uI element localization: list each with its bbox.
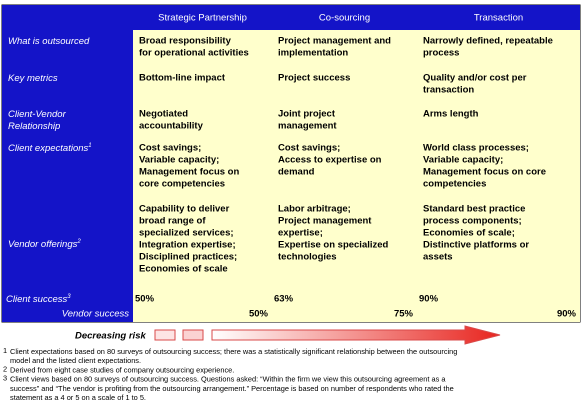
row-label: Key metrics — [8, 73, 58, 84]
cell-text: World class processes; — [423, 143, 529, 154]
row-label: Client-Vendor — [8, 109, 67, 120]
footnote-text: Derived from eight case studies of compa… — [10, 365, 234, 374]
risk-arrow — [211, 325, 501, 345]
vendor-success-value: 50% — [249, 309, 269, 320]
footnote-mark: 2 — [3, 364, 7, 373]
row-label: What is outsourced — [8, 36, 90, 47]
cell-text: demand — [278, 167, 315, 178]
row-label: Relationship — [8, 121, 60, 132]
client-success-value: 63% — [274, 294, 294, 305]
footnote-mark: 1 — [3, 346, 7, 355]
label-column — [2, 5, 133, 322]
cell-text: competencies — [423, 179, 486, 190]
cell-text: Quality and/or cost per — [423, 73, 527, 84]
cell-text: Standard best practice — [423, 204, 525, 215]
row-label: Vendor offerings2 — [8, 239, 81, 250]
cell-text: specialized services; — [139, 228, 234, 239]
footnote-mark: 3 — [3, 374, 7, 383]
row-label-text: Relationship — [8, 121, 60, 132]
column-header: Transaction — [474, 13, 523, 24]
cell-text: Project management — [278, 216, 372, 227]
footnote-text: Client views based on 80 surveys of outs… — [10, 375, 446, 384]
footnote-text: success” and “The vendor is profiting fr… — [10, 384, 454, 393]
client-success-value: 50% — [135, 294, 155, 305]
success-label: Client success3 — [6, 294, 71, 305]
risk-block — [182, 329, 204, 341]
header-row — [133, 5, 580, 30]
cell-text: Management focus on core — [423, 167, 546, 178]
cell-text: Labor arbitrage; — [278, 204, 351, 215]
cell-text: Arms length — [423, 109, 479, 120]
footnote-mark: 3 — [67, 294, 71, 300]
cell-text: broad range of — [139, 216, 206, 227]
cell-text: Variable capacity; — [423, 155, 503, 166]
cell-text: Integration expertise; — [139, 240, 236, 251]
row-label: Client expectations1 — [8, 143, 92, 154]
footnote-text: model and the listed client expectations… — [10, 356, 141, 365]
row-label-text: Vendor offerings — [8, 239, 78, 250]
row-label-text: What is outsourced — [8, 36, 90, 47]
cell-text: Disciplined practices; — [139, 252, 237, 263]
cell-text: Negotiated — [139, 109, 188, 120]
footnote-mark: 2 — [76, 239, 81, 245]
cell-text: assets — [423, 252, 453, 263]
cell-text: accountability — [139, 121, 204, 132]
footnote-mark: 1 — [88, 143, 91, 149]
cell-text: management — [278, 121, 337, 132]
cell-text: expertise; — [278, 228, 323, 239]
cell-text: Cost savings; — [139, 143, 201, 154]
cell-text: Economies of scale — [139, 264, 228, 275]
cell-text: technologies — [278, 252, 337, 263]
vendor-success-value: 90% — [557, 309, 577, 320]
cell-text: core competencies — [139, 179, 225, 190]
cell-text: Broad responsibility — [139, 36, 232, 47]
body-cells — [133, 30, 580, 322]
cell-text: Project management and — [278, 36, 391, 47]
cell-text: Joint project — [278, 109, 336, 120]
row-label-text: Client expectations — [8, 143, 89, 154]
success-label: Vendor success — [62, 309, 129, 320]
client-success-value: 90% — [419, 294, 439, 305]
risk-block — [154, 329, 176, 341]
cell-text: Variable capacity; — [139, 155, 219, 166]
risk-label: Decreasing risk — [75, 331, 146, 342]
cell-text: Bottom-line impact — [139, 73, 226, 84]
cell-text: Expertise on specialized — [278, 240, 389, 251]
cell-text: Economies of scale; — [423, 228, 515, 239]
cell-text: implementation — [278, 48, 348, 59]
cell-text: Capability to deliver — [139, 204, 230, 215]
row-label-text: Client-Vendor — [8, 109, 67, 120]
footnote-text: Client expectations based on 80 surveys … — [10, 347, 457, 356]
vendor-success-value: 75% — [394, 309, 414, 320]
cell-text: Management focus on — [139, 167, 239, 178]
row-label-text: Key metrics — [8, 73, 58, 84]
cell-text: Access to expertise on — [278, 155, 382, 166]
cell-text: Project success — [278, 73, 350, 84]
cell-text: process components; — [423, 216, 522, 227]
column-header: Strategic Partnership — [158, 13, 247, 24]
column-header: Co-sourcing — [319, 13, 370, 24]
cell-text: Cost savings; — [278, 143, 340, 154]
cell-text: transaction — [423, 85, 474, 96]
cell-text: Narrowly defined, repeatable — [423, 36, 553, 47]
cell-text: process — [423, 48, 459, 59]
cell-text: for operational activities — [139, 48, 249, 59]
cell-text: Distinctive platforms or — [423, 240, 529, 251]
footnote-text: statement as a 4 or 5 on a scale of 1 to… — [10, 393, 146, 402]
client-success: Client success — [6, 294, 67, 305]
